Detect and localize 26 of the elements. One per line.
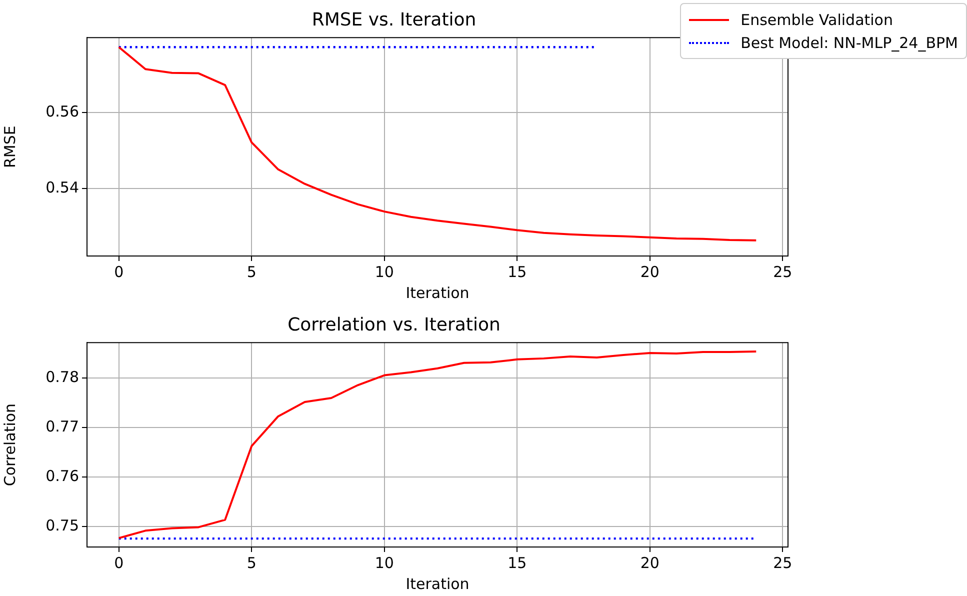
x-tick-label: 10 <box>374 554 394 572</box>
x-axis-title: Iteration <box>406 574 470 593</box>
legend-label: Best Model: NN-MLP_24_BPM <box>740 34 958 52</box>
y-tick-label: 0.76 <box>46 467 79 486</box>
x-tick-label: 10 <box>374 262 394 281</box>
x-axis-title: Iteration <box>406 284 470 302</box>
y-tick-label: 0.75 <box>46 516 79 535</box>
x-tick-label: 25 <box>773 262 792 281</box>
x-tick-label: 5 <box>246 262 256 281</box>
y-axis-title: RMSE <box>0 126 19 168</box>
legend-label: Ensemble Validation <box>740 10 893 28</box>
x-tick-label: 0 <box>114 262 124 281</box>
chart-title: Correlation vs. Iteration <box>288 314 500 336</box>
x-tick-label: 5 <box>246 554 256 572</box>
x-tick-label: 15 <box>508 554 527 572</box>
x-tick-label: 20 <box>640 262 660 281</box>
x-tick-label: 25 <box>773 554 792 572</box>
y-tick-label: 0.56 <box>46 102 79 120</box>
x-tick-label: 20 <box>640 554 660 572</box>
y-tick-label: 0.54 <box>46 178 79 196</box>
x-tick-label: 0 <box>114 554 124 572</box>
y-tick-label: 0.78 <box>46 368 79 386</box>
chart-title: RMSE vs. Iteration <box>312 9 476 30</box>
y-tick-label: 0.77 <box>46 418 79 436</box>
y-axis-title: Correlation <box>0 403 19 486</box>
x-tick-label: 15 <box>508 262 527 281</box>
